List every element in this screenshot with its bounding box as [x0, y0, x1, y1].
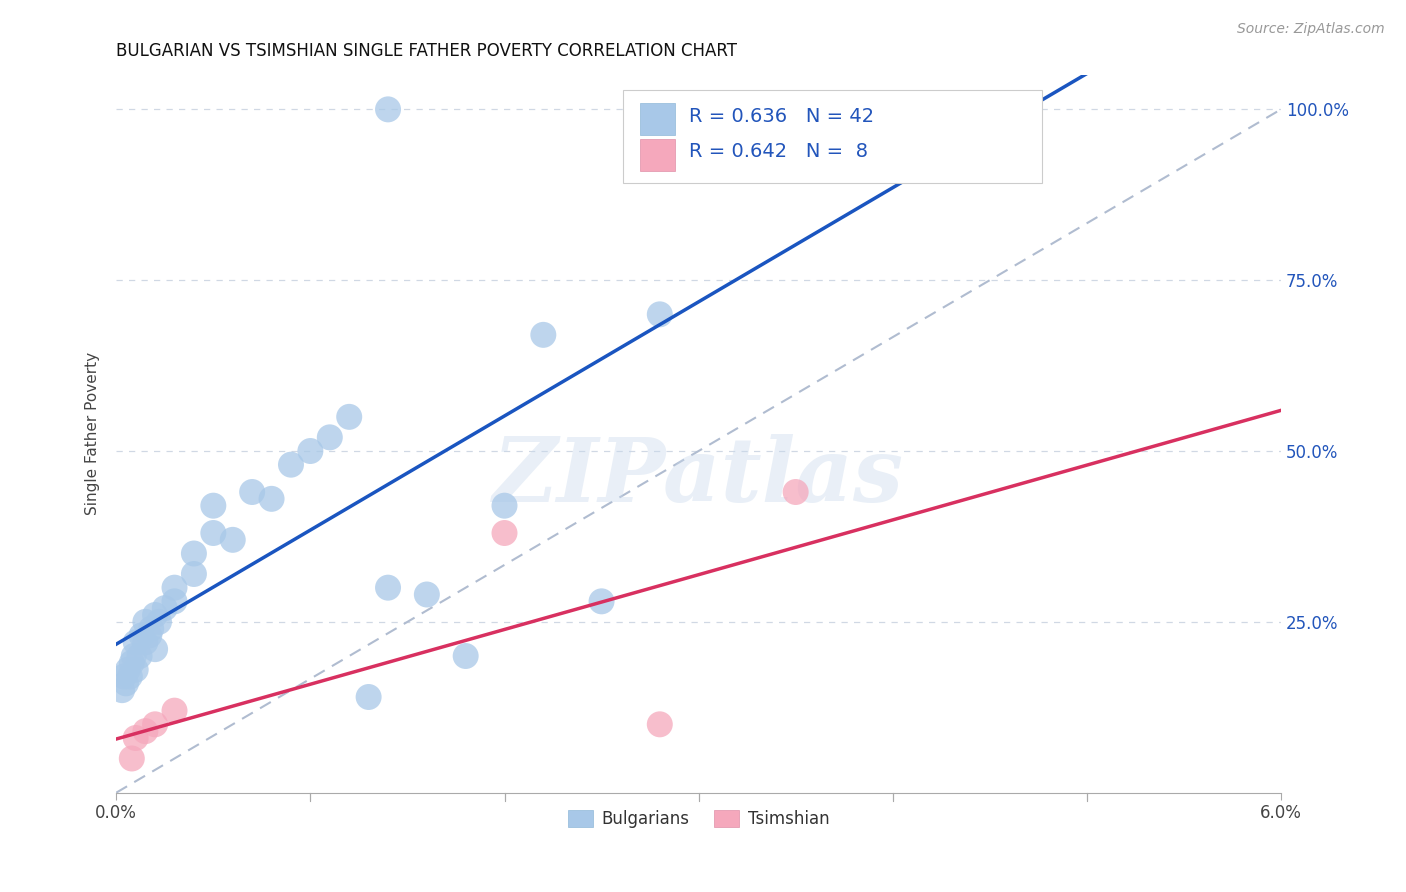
Point — [531, 327, 554, 342]
Point — [648, 307, 671, 321]
Point — [648, 717, 671, 731]
Point — [153, 601, 176, 615]
Point — [121, 751, 143, 765]
Point — [134, 635, 156, 649]
Point — [163, 704, 186, 718]
Point — [134, 615, 156, 629]
Text: BULGARIAN VS TSIMSHIAN SINGLE FATHER POVERTY CORRELATION CHART: BULGARIAN VS TSIMSHIAN SINGLE FATHER POV… — [117, 42, 737, 60]
Point — [688, 103, 710, 117]
Point — [125, 663, 148, 677]
Point — [122, 648, 145, 663]
FancyBboxPatch shape — [623, 89, 1042, 183]
Point — [143, 717, 166, 731]
Point — [357, 690, 380, 704]
Point — [260, 491, 283, 506]
Point — [280, 458, 302, 472]
Point — [183, 547, 205, 561]
Point — [115, 676, 138, 690]
Point — [163, 594, 186, 608]
Point — [494, 499, 516, 513]
Bar — [640, 139, 675, 170]
Point — [299, 444, 322, 458]
Point — [416, 587, 439, 601]
Point — [163, 581, 186, 595]
Y-axis label: Single Father Poverty: Single Father Poverty — [86, 352, 100, 516]
Point — [202, 499, 225, 513]
Text: R = 0.636   N = 42: R = 0.636 N = 42 — [689, 107, 875, 126]
Point — [494, 526, 516, 541]
Point — [785, 485, 807, 500]
Point — [183, 567, 205, 582]
Point — [112, 669, 135, 683]
Point — [141, 622, 163, 636]
Point — [377, 581, 399, 595]
Point — [222, 533, 245, 547]
Bar — [640, 103, 675, 135]
Point — [148, 615, 170, 629]
Point — [125, 635, 148, 649]
Point — [337, 409, 360, 424]
Point — [454, 648, 477, 663]
Point — [240, 485, 263, 500]
Point — [125, 731, 148, 745]
Point — [143, 642, 166, 657]
Point — [138, 628, 160, 642]
Text: Source: ZipAtlas.com: Source: ZipAtlas.com — [1237, 22, 1385, 37]
Point — [143, 607, 166, 622]
Point — [131, 628, 153, 642]
Point — [117, 663, 139, 677]
Point — [319, 430, 342, 444]
Point — [121, 656, 143, 670]
Point — [134, 724, 156, 739]
Text: R = 0.642   N =  8: R = 0.642 N = 8 — [689, 143, 869, 161]
Point — [202, 526, 225, 541]
Point — [377, 103, 399, 117]
Text: ZIPatlas: ZIPatlas — [494, 434, 904, 520]
Point — [111, 683, 134, 698]
Point — [118, 669, 141, 683]
Legend: Bulgarians, Tsimshian: Bulgarians, Tsimshian — [561, 803, 837, 835]
Point — [128, 648, 150, 663]
Point — [591, 594, 613, 608]
